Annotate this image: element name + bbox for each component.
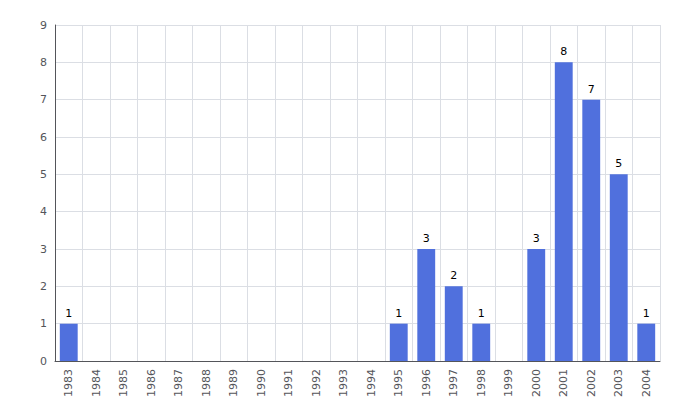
svg-text:6: 6 xyxy=(40,131,47,144)
svg-text:1999: 1999 xyxy=(502,369,515,397)
svg-text:1985: 1985 xyxy=(117,369,130,397)
svg-text:1988: 1988 xyxy=(200,369,213,397)
svg-text:7: 7 xyxy=(588,83,595,96)
svg-text:3: 3 xyxy=(533,232,540,245)
svg-text:2001: 2001 xyxy=(557,369,570,397)
svg-text:1987: 1987 xyxy=(172,369,185,397)
svg-text:2: 2 xyxy=(40,280,47,293)
svg-text:1: 1 xyxy=(65,307,72,320)
svg-text:2002: 2002 xyxy=(585,369,598,397)
svg-text:3: 3 xyxy=(40,243,47,256)
svg-text:8: 8 xyxy=(560,45,567,58)
svg-text:1: 1 xyxy=(40,317,47,330)
svg-text:1989: 1989 xyxy=(227,369,240,397)
svg-text:2000: 2000 xyxy=(530,369,543,397)
svg-text:7: 7 xyxy=(40,93,47,106)
svg-text:1: 1 xyxy=(478,307,485,320)
svg-text:1986: 1986 xyxy=(145,369,158,397)
svg-text:1: 1 xyxy=(643,307,650,320)
svg-text:1: 1 xyxy=(395,307,402,320)
svg-text:1993: 1993 xyxy=(337,369,350,397)
svg-text:4: 4 xyxy=(40,205,47,218)
svg-text:1991: 1991 xyxy=(282,369,295,397)
svg-text:1997: 1997 xyxy=(447,369,460,397)
svg-text:8: 8 xyxy=(40,56,47,69)
svg-text:5: 5 xyxy=(615,157,622,170)
svg-text:5: 5 xyxy=(40,168,47,181)
svg-text:1992: 1992 xyxy=(310,369,323,397)
svg-text:1983: 1983 xyxy=(62,369,75,397)
svg-text:3: 3 xyxy=(423,232,430,245)
svg-text:2004: 2004 xyxy=(640,369,653,397)
svg-text:1994: 1994 xyxy=(365,369,378,397)
svg-text:0: 0 xyxy=(40,355,47,368)
svg-text:2: 2 xyxy=(450,269,457,282)
svg-text:1990: 1990 xyxy=(255,369,268,397)
svg-text:2003: 2003 xyxy=(612,369,625,397)
svg-text:9: 9 xyxy=(40,19,47,32)
svg-text:1996: 1996 xyxy=(420,369,433,397)
svg-text:1984: 1984 xyxy=(90,369,103,397)
svg-text:1998: 1998 xyxy=(475,369,488,397)
svg-text:1995: 1995 xyxy=(392,369,405,397)
